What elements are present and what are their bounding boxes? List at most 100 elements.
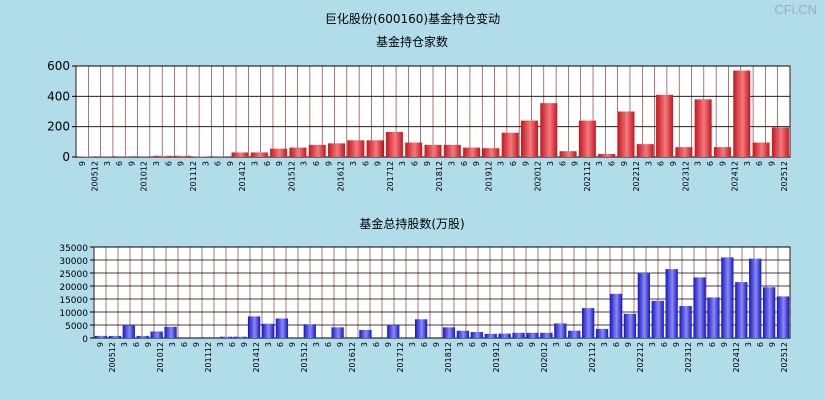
fund-count-bar bbox=[424, 144, 442, 157]
x-tick-label: 202212 bbox=[636, 342, 645, 373]
x-tick-label: 200512 bbox=[90, 161, 99, 192]
share-total-bar bbox=[164, 326, 177, 338]
fund-count-bar bbox=[270, 148, 288, 157]
share-total-bar bbox=[442, 327, 456, 338]
fund-count-bar bbox=[656, 94, 674, 157]
x-tick-label: 6 bbox=[564, 342, 573, 347]
share-total-bar bbox=[554, 323, 567, 338]
x-tick-label: 6 bbox=[608, 161, 617, 166]
share-total-bar bbox=[637, 273, 650, 338]
share-total-bar bbox=[484, 333, 497, 338]
share-total-bar bbox=[331, 327, 344, 338]
x-tick-label: 201812 bbox=[444, 342, 453, 373]
x-tick-label: 9 bbox=[78, 161, 87, 166]
share-total-bar bbox=[456, 330, 470, 338]
x-tick-label: 9 bbox=[374, 161, 383, 166]
fund-count-bar bbox=[540, 103, 558, 157]
x-tick-label: 3 bbox=[398, 161, 407, 166]
x-tick-label: 6 bbox=[164, 161, 173, 166]
x-tick-label: 202412 bbox=[731, 161, 740, 192]
fund-count-bar bbox=[578, 120, 596, 157]
x-tick-label: 6 bbox=[214, 161, 223, 166]
share-total-bar bbox=[247, 316, 261, 338]
fund-count-bar bbox=[733, 70, 751, 157]
x-tick-label: 9 bbox=[432, 342, 441, 347]
x-tick-label: 202312 bbox=[684, 342, 693, 373]
fund-count-bar bbox=[250, 152, 268, 157]
watermark-logo: CFi.CN bbox=[774, 2, 817, 17]
x-tick-label: 9 bbox=[672, 342, 681, 347]
x-tick-label: 3 bbox=[497, 161, 506, 166]
x-tick-label: 3 bbox=[408, 342, 417, 347]
x-tick-label: 6 bbox=[228, 342, 237, 347]
x-tick-label: 3 bbox=[546, 161, 555, 166]
x-tick-label: 3 bbox=[168, 342, 177, 347]
x-tick-label: 6 bbox=[263, 161, 272, 166]
x-tick-label: 3 bbox=[216, 342, 225, 347]
y-tick-label: 10000 bbox=[59, 309, 88, 319]
x-tick-label: 3 bbox=[694, 161, 703, 166]
x-tick-label: 3 bbox=[251, 161, 260, 166]
x-tick-label: 9 bbox=[240, 342, 249, 347]
x-tick-label: 6 bbox=[115, 161, 124, 166]
x-tick-label: 201612 bbox=[348, 342, 357, 373]
share-total-bar bbox=[595, 328, 609, 338]
x-tick-label: 202412 bbox=[732, 342, 741, 373]
x-tick-label: 3 bbox=[360, 342, 369, 347]
share-total-bar bbox=[414, 319, 428, 338]
x-tick-label: 6 bbox=[361, 161, 370, 166]
x-tick-label: 202012 bbox=[540, 342, 549, 373]
x-tick-label: 3 bbox=[312, 342, 321, 347]
x-tick-label: 6 bbox=[468, 342, 477, 347]
share-total-bar bbox=[498, 333, 511, 338]
share-total-bar bbox=[220, 336, 233, 338]
x-tick-label: 9 bbox=[720, 342, 729, 347]
share-total-bar bbox=[762, 287, 776, 338]
x-tick-label: 9 bbox=[192, 342, 201, 347]
x-tick-label: 9 bbox=[571, 161, 580, 166]
x-tick-label: 201512 bbox=[287, 161, 296, 192]
x-tick-label: 202312 bbox=[681, 161, 690, 192]
x-tick-label: 6 bbox=[460, 161, 469, 166]
fund-count-bar bbox=[771, 127, 789, 157]
x-tick-label: 6 bbox=[708, 342, 717, 347]
y-tick-label: 30000 bbox=[59, 257, 88, 267]
y-tick-label: 0 bbox=[82, 335, 88, 345]
fund-count-bar bbox=[385, 131, 403, 157]
share-total-bar bbox=[707, 297, 720, 338]
x-tick-label: 6 bbox=[612, 342, 621, 347]
panel-title-1: 基金持仓家数 bbox=[376, 34, 448, 49]
share-total-bar bbox=[234, 336, 247, 338]
share-total-bar bbox=[359, 329, 372, 338]
x-tick-label: 201912 bbox=[484, 161, 493, 192]
x-tick-label: 9 bbox=[472, 161, 481, 166]
x-tick-label: 6 bbox=[657, 161, 666, 166]
x-tick-label: 9 bbox=[718, 161, 727, 166]
x-tick-label: 201912 bbox=[492, 342, 501, 373]
x-tick-label: 9 bbox=[528, 342, 537, 347]
y-tick-label: 15000 bbox=[59, 296, 88, 306]
x-tick-label: 9 bbox=[226, 161, 235, 166]
x-tick-label: 9 bbox=[144, 342, 153, 347]
share-total-bar bbox=[679, 306, 692, 338]
x-tick-label: 6 bbox=[372, 342, 381, 347]
share-total-bar bbox=[94, 335, 108, 338]
share-total-bar bbox=[122, 325, 135, 338]
fund-count-bar bbox=[713, 147, 731, 157]
x-tick-label: 9 bbox=[768, 342, 777, 347]
fund-count-bar bbox=[636, 144, 654, 157]
fund-count-bar bbox=[405, 142, 423, 157]
x-tick-label: 9 bbox=[324, 161, 333, 166]
x-tick-label: 9 bbox=[177, 161, 186, 166]
share-total-bar bbox=[749, 258, 762, 338]
share-total-bar bbox=[776, 296, 790, 338]
share-total-bar bbox=[470, 332, 483, 338]
share-total-bar bbox=[108, 335, 122, 338]
x-tick-label: 9 bbox=[480, 342, 489, 347]
fund-count-bar bbox=[559, 151, 577, 157]
x-tick-label: 9 bbox=[127, 161, 136, 166]
x-tick-label: 201512 bbox=[300, 342, 309, 373]
x-tick-label: 9 bbox=[96, 342, 105, 347]
fund-count-bar bbox=[694, 99, 712, 157]
chart-main-title: 巨化股份(600160)基金持仓变动 bbox=[324, 12, 501, 26]
